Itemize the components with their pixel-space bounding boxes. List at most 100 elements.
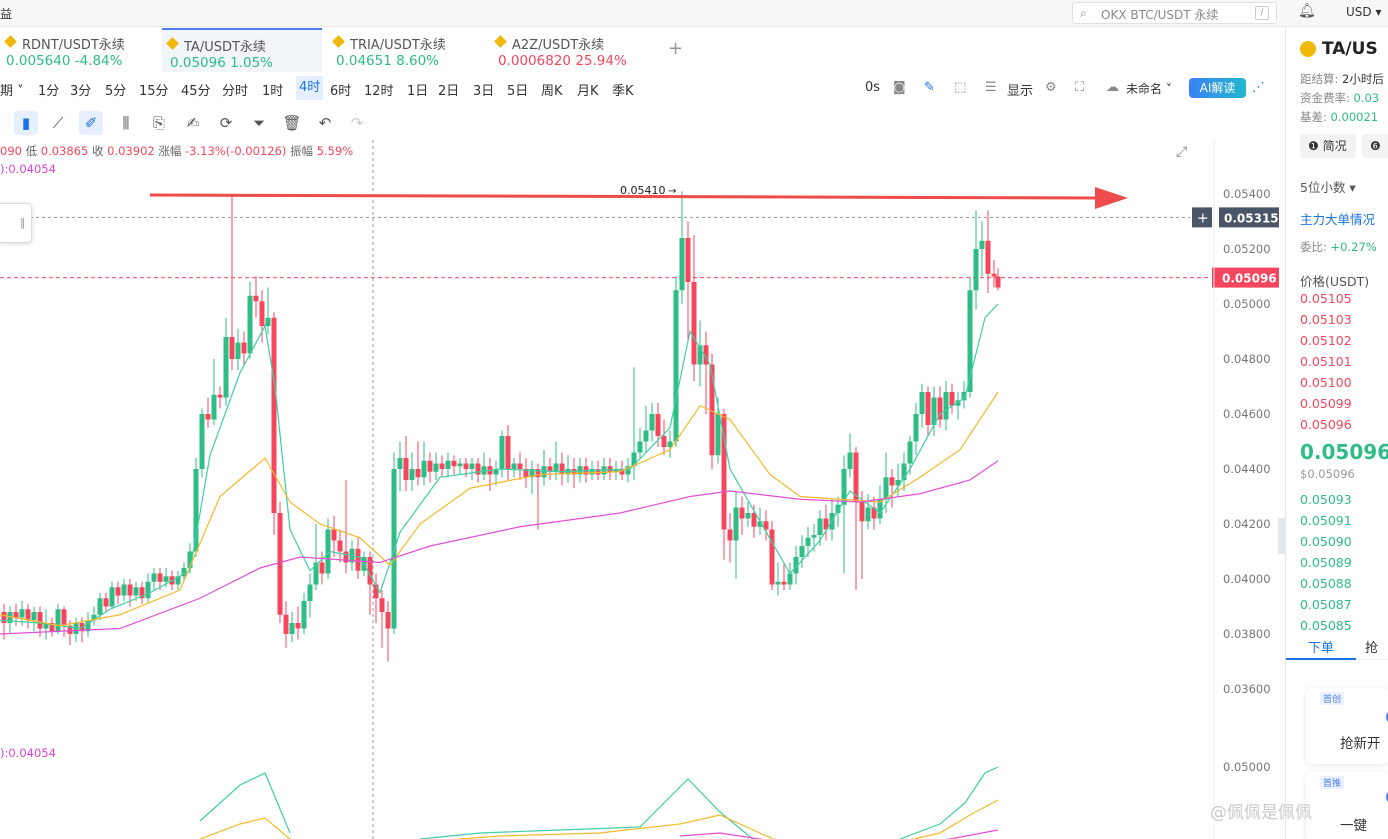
candle-body xyxy=(307,584,313,601)
more-button[interactable]: ❻ xyxy=(1362,134,1388,158)
trash-icon[interactable]: 🗑︎ xyxy=(282,114,302,132)
candle-body xyxy=(817,518,823,535)
candle-body xyxy=(181,568,187,577)
brush-icon[interactable]: ⟳ xyxy=(219,114,233,132)
ask-price[interactable]: 0.05099 xyxy=(1300,396,1352,411)
candle-body xyxy=(31,612,37,621)
candle-body xyxy=(691,282,697,365)
clipboard-icon[interactable]: ⎘ xyxy=(152,114,165,132)
candle-body xyxy=(763,521,769,530)
ask-price[interactable]: 0.05103 xyxy=(1300,312,1352,327)
candle-body xyxy=(385,612,391,629)
bell-icon[interactable]: 🔔︎ xyxy=(1298,3,1316,19)
coin-icon xyxy=(4,35,17,48)
ask-price[interactable]: 0.05102 xyxy=(1300,333,1352,348)
timeframe-15[interactable]: 周K xyxy=(541,84,563,99)
tab-snipe[interactable]: 抢 xyxy=(1365,641,1379,656)
price-tick: 0.04800 xyxy=(1223,352,1271,366)
symbol-tab[interactable]: TA/USDT永续 0.05096 1.05% xyxy=(162,28,322,72)
candle-body xyxy=(961,392,967,401)
high-value: 090 xyxy=(0,144,22,158)
candle-body xyxy=(973,249,979,291)
candles-icon[interactable]: ⫼ xyxy=(122,114,130,132)
display-button[interactable]: 显示 xyxy=(1007,84,1034,99)
candle-body xyxy=(139,587,145,599)
undo-icon[interactable]: ↶ xyxy=(318,114,332,132)
bid-price[interactable]: 0.05088 xyxy=(1300,576,1352,591)
symbol-tab[interactable]: RDNT/USDT永续 0.005640 -4.84% xyxy=(0,28,158,72)
crop-icon[interactable]: ⬚ xyxy=(954,80,967,95)
timeframe-16[interactable]: 月K xyxy=(577,84,599,99)
decimals-dropdown[interactable]: 5位小数 ▾ xyxy=(1300,180,1356,195)
promo-card-oneclick[interactable]: 首推 一键 xyxy=(1306,772,1388,839)
tab-change: 1.05% xyxy=(230,55,274,71)
big-order-link[interactable]: 主力大单情况 xyxy=(1300,212,1376,227)
bookmark-icon[interactable]: ▮ xyxy=(14,111,38,135)
timeframe-12[interactable]: 2日 xyxy=(438,84,460,99)
layout-name-dropdown[interactable]: 未命名 ˅ xyxy=(1126,82,1172,96)
ruler-icon[interactable]: ⟋ xyxy=(52,114,64,132)
timeframe-8[interactable]: 4时 xyxy=(296,76,324,100)
ask-price[interactable]: 0.05101 xyxy=(1300,354,1352,369)
timeframe-4[interactable]: 15分 xyxy=(139,84,169,99)
candlestick-chart[interactable]: 0.05400 0.05200 0.05000 0.04800 0.04600 0.044… xyxy=(0,140,1285,839)
candle-body xyxy=(871,507,877,519)
price-tick: 0.04200 xyxy=(1223,517,1271,531)
promo-card-new[interactable]: 首创 抢新开 xyxy=(1306,688,1388,764)
timeframe-0[interactable]: 期 ˅ xyxy=(0,84,24,99)
symbol-tab[interactable]: A2Z/USDT永续 0.0006820 25.94% xyxy=(490,28,655,72)
side-panel-grip[interactable]: ‖ xyxy=(0,203,32,243)
timeframe-11[interactable]: 1日 xyxy=(407,84,429,99)
filter-icon[interactable]: ⏷ xyxy=(252,114,265,132)
currency-selector[interactable]: USD ▾ xyxy=(1346,5,1382,19)
list-icon[interactable]: ☰ xyxy=(985,80,997,95)
price-header: 价格(USDT) xyxy=(1300,274,1370,289)
timeframe-1[interactable]: 1分 xyxy=(38,84,60,99)
timeframe-10[interactable]: 12时 xyxy=(364,84,394,99)
bid-price[interactable]: 0.05090 xyxy=(1300,534,1352,549)
settings-icon[interactable]: ⚙ xyxy=(1045,80,1057,95)
search-input[interactable]: ⌕ OKX BTC/USDT 永续 / xyxy=(1072,2,1277,24)
camera-icon[interactable]: ◙ xyxy=(893,80,906,95)
bid-price[interactable]: 0.05089 xyxy=(1300,555,1352,570)
ask-price[interactable]: 0.05096 xyxy=(1300,417,1352,432)
timeframe-9[interactable]: 6时 xyxy=(330,84,352,99)
timeframe-7[interactable]: 1时 xyxy=(262,84,284,99)
share-icon[interactable]: ⋰ xyxy=(1252,80,1265,95)
bid-price[interactable]: 0.05085 xyxy=(1300,618,1352,633)
timeframe-17[interactable]: 季K xyxy=(612,84,634,99)
bid-price[interactable]: 0.05087 xyxy=(1300,597,1352,612)
symbol-tab[interactable]: TRIA/USDT永续 0.04651 8.60% xyxy=(328,28,486,72)
timeframe-6[interactable]: 分时 xyxy=(222,84,249,99)
candle-body xyxy=(985,240,991,274)
candle-body xyxy=(121,584,127,596)
timeframe-5[interactable]: 45分 xyxy=(181,84,211,99)
timeframe-14[interactable]: 5日 xyxy=(507,84,529,99)
timeframe-2[interactable]: 3分 xyxy=(70,84,92,99)
expand-icon[interactable]: ⤢ xyxy=(1176,144,1188,160)
candle-body xyxy=(451,460,457,467)
note-icon[interactable]: ✍ xyxy=(186,114,200,132)
price-tick: 0.05400 xyxy=(1223,187,1271,201)
overview-button[interactable]: ❶ 简况 xyxy=(1300,134,1356,158)
ask-price[interactable]: 0.05105 xyxy=(1300,291,1352,306)
ask-price[interactable]: 0.05100 xyxy=(1300,375,1352,390)
timeframe-13[interactable]: 3日 xyxy=(473,84,495,99)
redo-icon[interactable]: ↷ xyxy=(350,114,364,132)
top-left-label: 益 xyxy=(0,7,13,21)
add-tab-button[interactable]: + xyxy=(668,38,684,59)
pencil-icon[interactable]: ✎ xyxy=(924,80,935,95)
candle-body xyxy=(547,466,553,472)
ai-analysis-button[interactable]: AI解读 xyxy=(1189,78,1246,98)
cloud-icon[interactable]: ☁ xyxy=(1106,80,1119,95)
bid-price[interactable]: 0.05091 xyxy=(1300,513,1352,528)
trendline-icon[interactable]: ✐ xyxy=(79,111,103,135)
basis-row: 基差: 0.00021 xyxy=(1300,110,1379,124)
timeframe-3[interactable]: 5分 xyxy=(105,84,127,99)
fullscreen-icon[interactable]: ⛶ xyxy=(1075,80,1085,95)
candle-body xyxy=(247,295,253,354)
bid-price[interactable]: 0.05093 xyxy=(1300,492,1352,507)
tab-order[interactable]: 下单 xyxy=(1308,641,1335,656)
candle-body xyxy=(223,337,229,398)
funding-row: 资金费率: 0.03 xyxy=(1300,91,1380,105)
